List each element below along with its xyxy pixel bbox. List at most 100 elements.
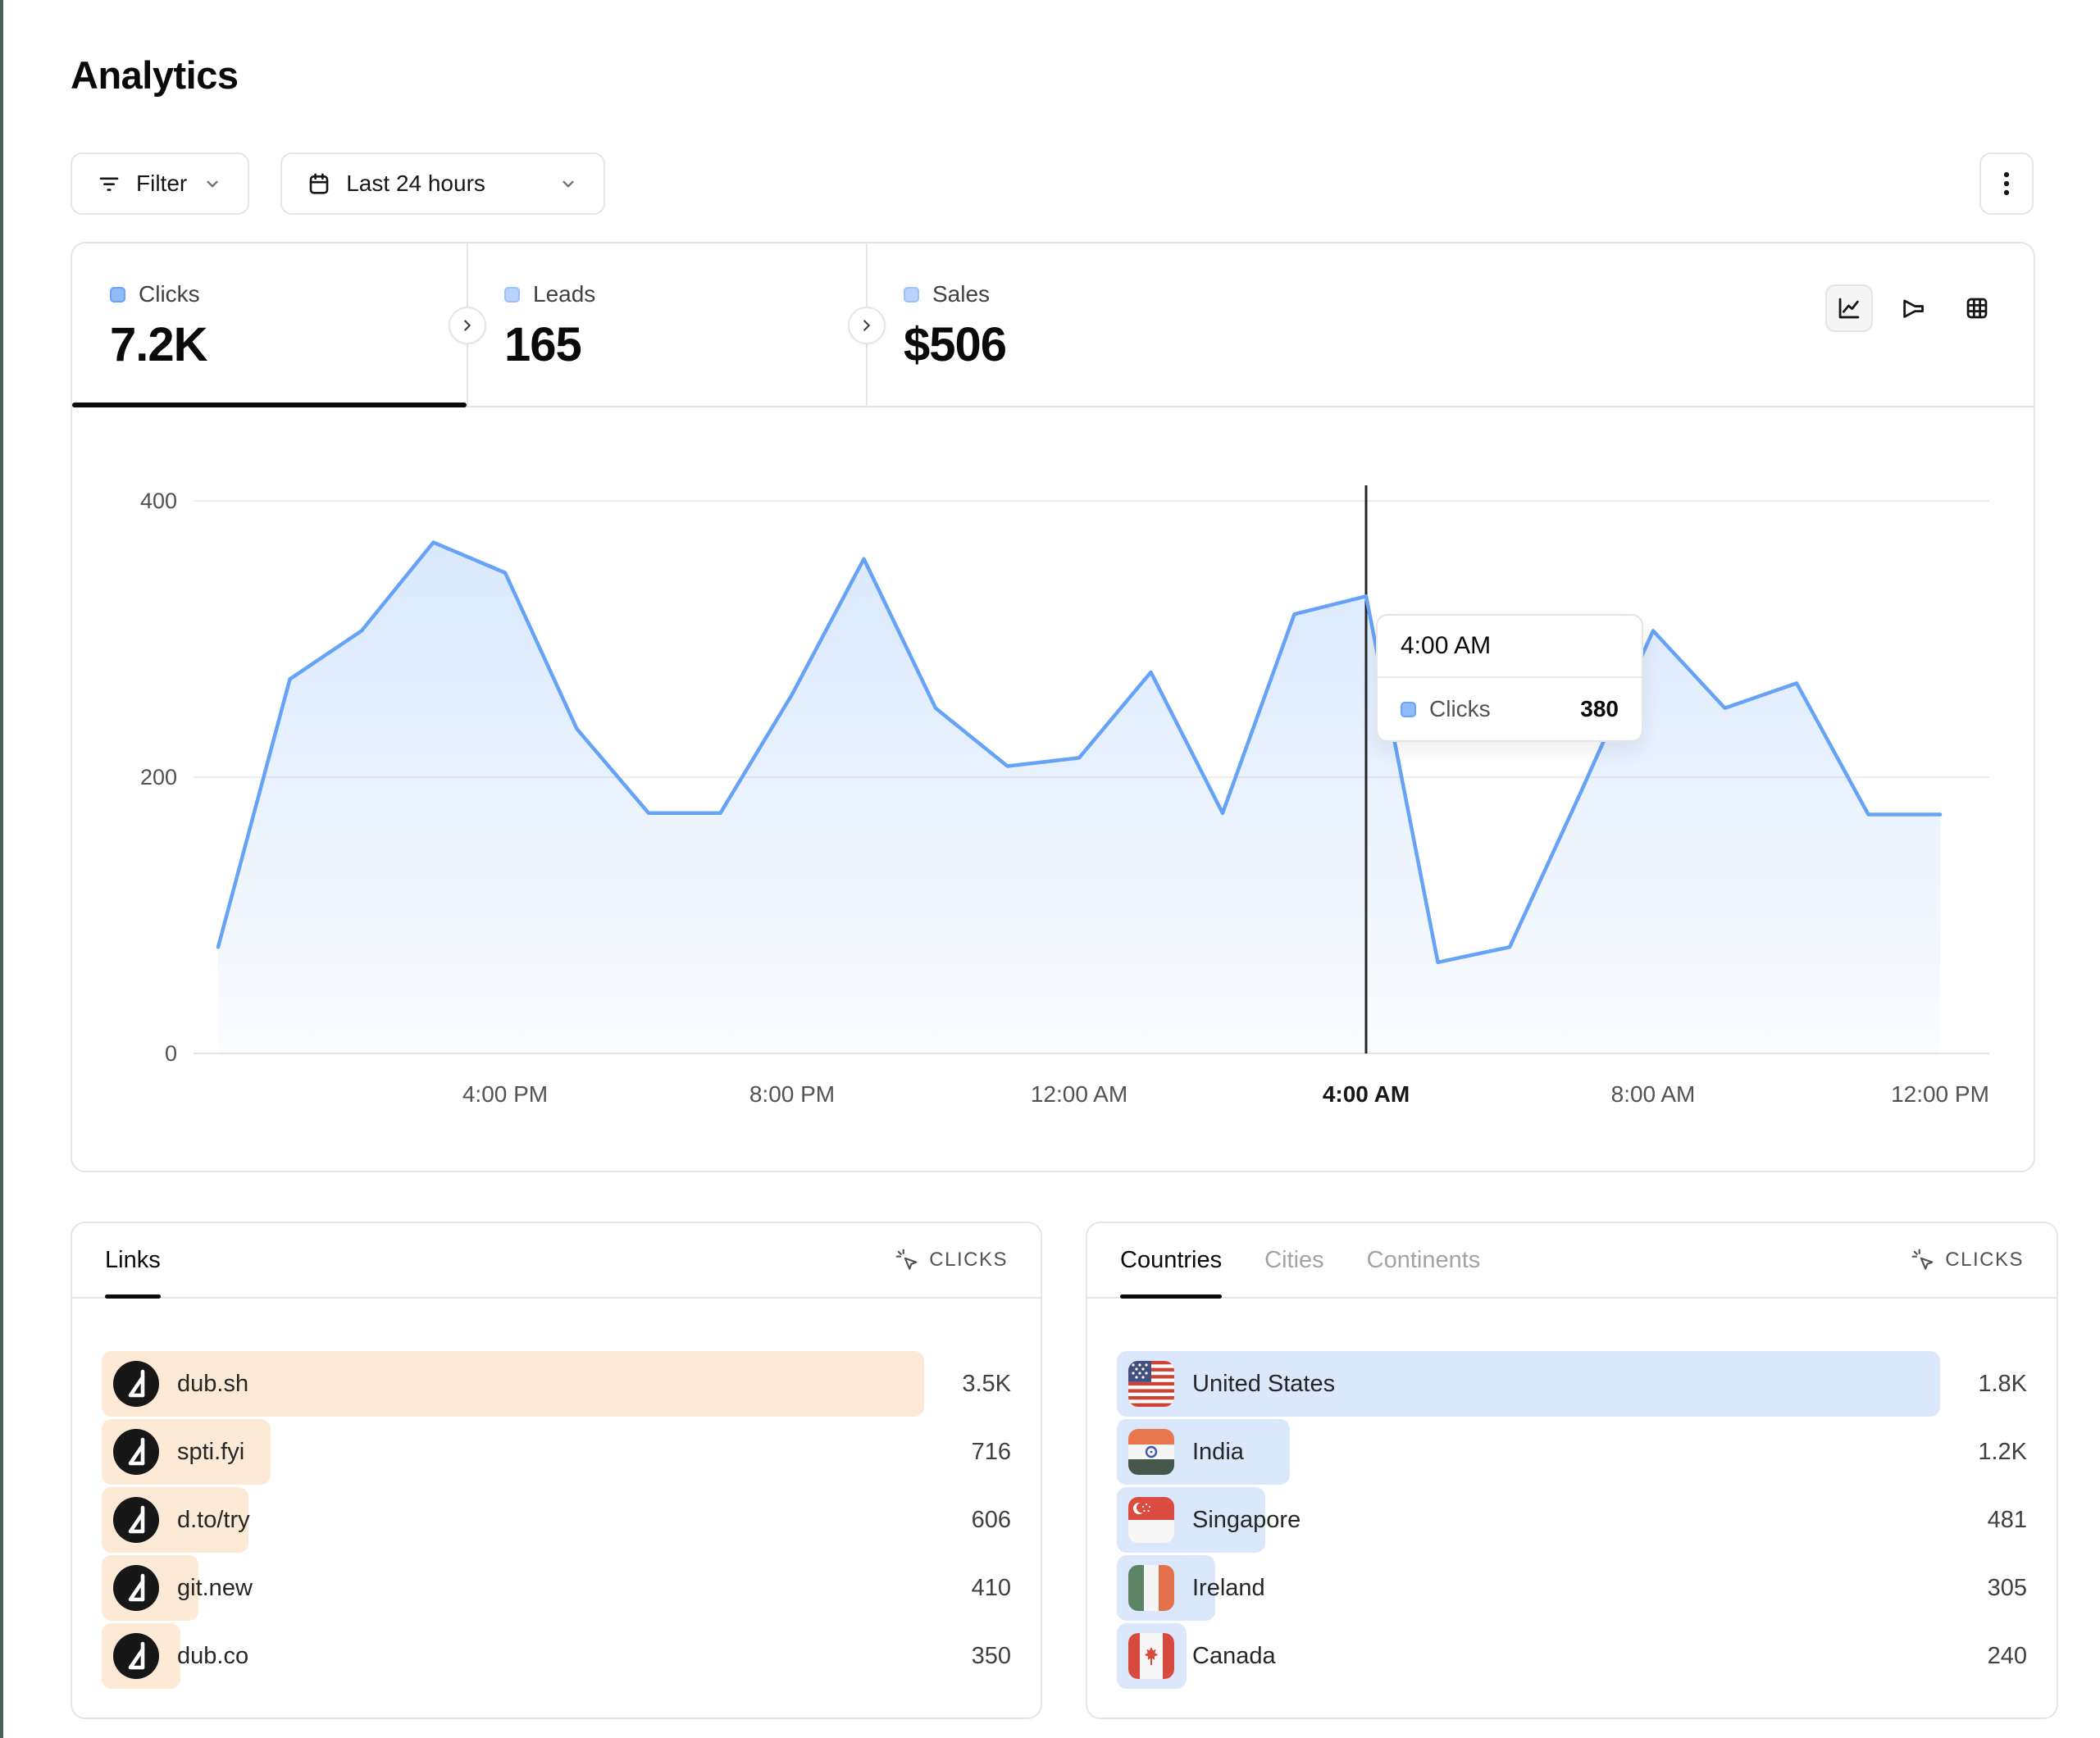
clicks-legend-square [110,286,125,303]
x-axis-tick-label: 4:00 AM [1323,1081,1410,1107]
dub-logo-icon [113,1497,159,1543]
x-axis-tick-label: 8:00 AM [1611,1081,1696,1107]
countries-panel: Countries Cities Continents CLICKS Unite… [1086,1222,2058,1719]
chevron-right-icon [863,320,870,331]
bar-fill [1117,1351,1940,1417]
dub-logo-icon [113,1633,159,1679]
expand-sales-button[interactable] [848,307,886,344]
toolbar: Filter Last 24 hours [71,152,606,215]
tab-sales[interactable]: Sales $506 [866,243,1276,406]
date-range-button[interactable]: Last 24 hours [280,152,606,215]
tab-clicks[interactable]: Clicks 7.2K [72,243,467,406]
row-label: d.to/try [177,1506,250,1533]
countries-metric-selector[interactable]: CLICKS [1911,1248,2024,1272]
row-clicks-value: 410 [971,1574,1011,1601]
filter-button[interactable]: Filter [71,152,250,215]
table-grid-icon [1966,298,1988,319]
countries-panel-header: Countries Cities Continents CLICKS [1087,1223,2057,1299]
tooltip-legend-square [1401,701,1416,717]
sales-legend-square [904,286,919,303]
x-axis-tick-label: 12:00 AM [1031,1081,1127,1107]
tab-continents[interactable]: Continents [1366,1246,1481,1273]
list-item[interactable]: Canada 240 [1117,1623,2027,1689]
expand-leads-button[interactable] [449,307,486,344]
list-item[interactable]: India 1.2K [1117,1419,2027,1485]
bar-track: Singapore [1117,1487,1940,1553]
leads-legend-square [504,286,520,303]
row-label: Ireland [1192,1574,1265,1601]
bar-track: Ireland [1117,1555,1940,1621]
leads-label: Leads [533,281,596,307]
table-view-button[interactable] [1953,284,2001,332]
bar-fill [102,1351,924,1417]
sales-value: $506 [904,318,1007,371]
row-label: Canada [1192,1642,1276,1669]
clicks-value: 7.2K [110,318,208,371]
sales-label: Sales [932,281,991,307]
bar-track: spti.fyi [102,1419,924,1485]
tab-leads[interactable]: Leads 165 [467,243,866,406]
funnel-view-button[interactable] [1889,284,1937,332]
list-item[interactable]: dub.sh 3.5K [102,1351,1011,1417]
row-clicks-value: 350 [971,1642,1011,1669]
stats-tabs: Clicks 7.2K Leads 165 Sales $506 [72,243,2034,407]
list-item[interactable]: dub.co 350 [102,1623,1011,1689]
list-item[interactable]: git.new 410 [102,1555,1011,1621]
chevron-down-icon [207,180,218,188]
bar-track: d.to/try [102,1487,924,1553]
line-chart-view-button[interactable] [1825,284,1873,332]
canada-flag-icon [1128,1633,1174,1679]
x-axis-tick-label: 12:00 PM [1891,1081,1989,1107]
calendar-icon [309,173,329,194]
countries-metric-label: CLICKS [1945,1249,2024,1271]
row-clicks-value: 3.5K [962,1370,1011,1397]
more-options-button[interactable] [1979,152,2034,215]
tooltip-time: 4:00 AM [1378,616,1642,678]
row-label: Singapore [1192,1506,1301,1533]
clicks-line [216,540,1943,965]
funnel-icon [1903,299,1924,318]
chevron-right-icon [464,320,471,331]
y-axis-tick-label: 400 [140,489,177,513]
row-label: United States [1192,1370,1336,1397]
list-item[interactable]: spti.fyi 716 [102,1419,1011,1485]
list-item[interactable]: United States 1.8K [1117,1351,2027,1417]
singapore-flag-icon [1128,1497,1174,1543]
date-range-label: Last 24 hours [346,171,485,196]
row-clicks-value: 1.2K [1978,1438,2027,1465]
x-axis-tick-label: 4:00 PM [462,1081,548,1107]
row-label: spti.fyi [177,1438,245,1465]
line-chart-icon [1838,298,1860,319]
bar-track: dub.sh [102,1351,924,1417]
filter-label: Filter [136,171,188,196]
row-clicks-value: 606 [971,1506,1011,1533]
bar-track: Canada [1117,1623,1940,1689]
links-panel-header: Links CLICKS [72,1223,1041,1299]
bar-track: United States [1117,1351,1940,1417]
dub-logo-icon [113,1429,159,1475]
clicks-time-series-chart[interactable]: 0 200 400 4:00 PM 8:00 PM 12:00 AM 4:00 AM 8:00… [72,461,2037,1141]
countries-list: United States 1.8K India 1.2K Singapore … [1087,1299,2057,1689]
list-item[interactable]: Ireland 305 [1117,1555,2027,1621]
links-panel: Links CLICKS dub.sh 3.5K spti.fyi 716 d.… [71,1222,1042,1719]
kebab-menu-icon [2003,171,2010,196]
y-axis-tick-label: 200 [140,765,177,789]
dub-logo-icon [113,1565,159,1611]
bar-track: git.new [102,1555,924,1621]
row-label: dub.sh [177,1370,249,1397]
links-list: dub.sh 3.5K spti.fyi 716 d.to/try 606 gi… [72,1299,1041,1689]
tab-cities[interactable]: Cities [1264,1246,1324,1273]
clicks-area-fill [218,542,1940,1053]
y-axis-tick-label: 0 [165,1041,177,1066]
links-metric-label: CLICKS [929,1249,1008,1271]
dub-logo-icon [113,1361,159,1407]
row-label: git.new [177,1574,253,1601]
list-item[interactable]: d.to/try 606 [102,1487,1011,1553]
list-item[interactable]: Singapore 481 [1117,1487,2027,1553]
tab-links[interactable]: Links [105,1223,161,1299]
links-metric-selector[interactable]: CLICKS [895,1248,1008,1272]
us-flag-icon [1128,1361,1174,1407]
row-clicks-value: 716 [971,1438,1011,1465]
tab-countries[interactable]: Countries [1120,1223,1223,1299]
